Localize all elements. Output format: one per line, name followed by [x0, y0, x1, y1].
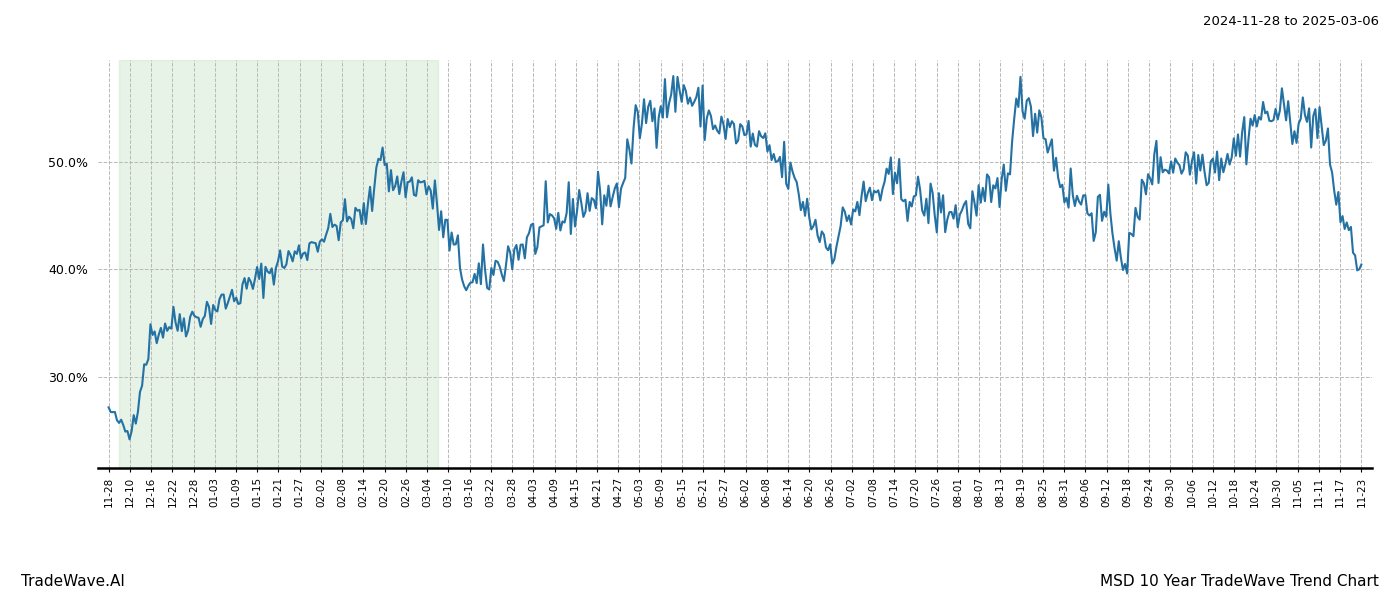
Text: 2024-11-28 to 2025-03-06: 2024-11-28 to 2025-03-06: [1203, 15, 1379, 28]
Text: TradeWave.AI: TradeWave.AI: [21, 574, 125, 589]
Text: MSD 10 Year TradeWave Trend Chart: MSD 10 Year TradeWave Trend Chart: [1100, 574, 1379, 589]
Bar: [119, 60, 438, 468]
